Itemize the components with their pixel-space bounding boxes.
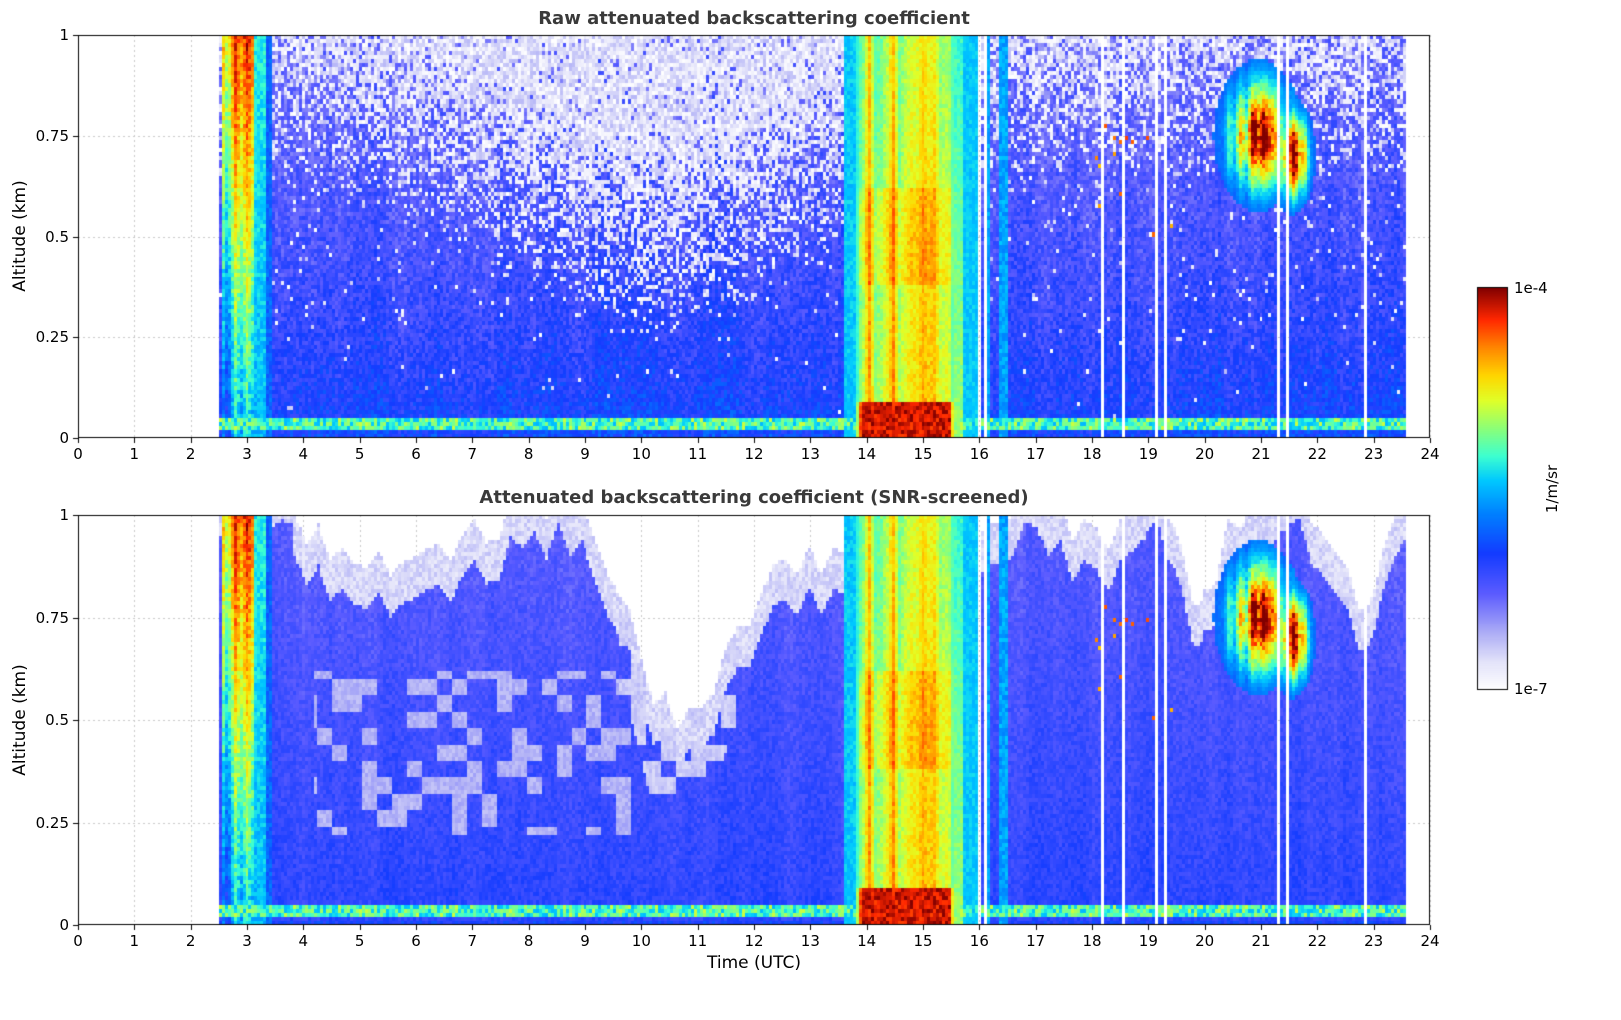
x-axis-label: Time (UTC) [707,953,801,973]
y-axis-label-bottom: Altitude (km) [10,664,30,776]
panel-title-raw: Raw attenuated backscattering coefficien… [538,8,970,29]
colorbar-min-label: 1e-7 [1514,680,1548,698]
colorbar-max-label: 1e-4 [1514,279,1548,297]
y-axis-label-top: Altitude (km) [10,180,30,292]
panel-title-screened: Attenuated backscattering coefficient (S… [479,487,1029,508]
colorbar-unit-label: 1/m/sr [1543,464,1561,514]
